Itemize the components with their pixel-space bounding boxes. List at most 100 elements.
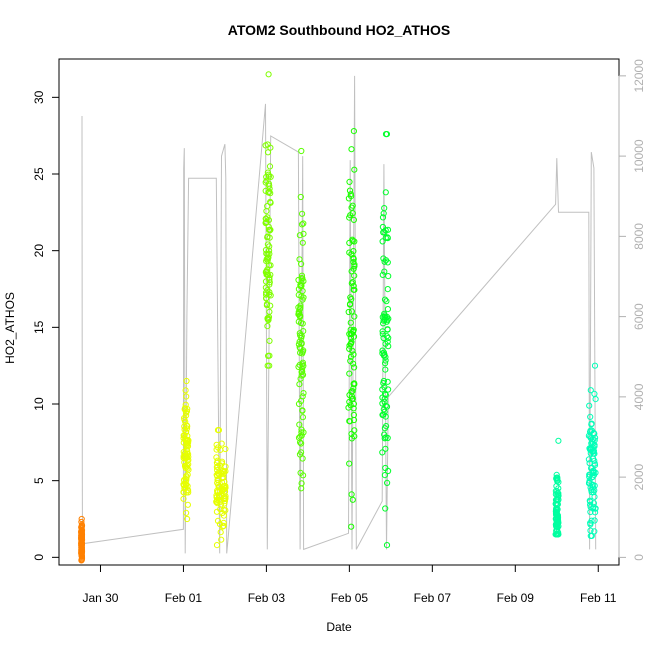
data-point	[221, 478, 228, 485]
data-point	[554, 477, 561, 484]
data-point	[295, 311, 302, 318]
data-point	[346, 187, 354, 194]
y-axis-label: HO2_ATHOS	[3, 292, 17, 364]
data-point	[298, 272, 306, 279]
data-point	[384, 259, 391, 266]
data-point	[265, 316, 272, 324]
data-point	[213, 471, 220, 478]
data-point	[384, 479, 391, 486]
data-point	[183, 509, 190, 517]
data-point	[554, 517, 561, 524]
data-point	[266, 182, 273, 189]
chart-title: ATOM2 Southbound HO2_ATHOS	[228, 22, 450, 38]
data-point	[555, 485, 562, 492]
data-point	[351, 272, 358, 279]
data-point	[384, 317, 391, 324]
data-point	[587, 387, 594, 394]
data-point	[586, 402, 593, 409]
data-point	[213, 464, 220, 471]
left-axis-tick-label: 20	[32, 244, 46, 258]
scatter-series-1	[78, 515, 86, 564]
data-point	[553, 506, 560, 513]
data-point	[585, 480, 593, 487]
data-point	[266, 362, 273, 369]
data-point	[265, 255, 272, 262]
data-point	[379, 328, 386, 335]
right-axis-tick-label: 2000	[632, 463, 646, 490]
data-point	[299, 239, 306, 246]
data-point	[213, 492, 220, 499]
data-point	[298, 440, 305, 447]
data-point	[220, 519, 227, 527]
data-point	[264, 149, 272, 156]
data-point	[295, 318, 302, 325]
data-point	[182, 436, 189, 444]
right-axis-tick-label: 8000	[632, 223, 646, 250]
data-point	[266, 337, 273, 344]
data-point	[266, 250, 273, 257]
right-axis: 0 2000 4000 6000 8000 10000 12000	[618, 59, 646, 561]
data-point	[351, 380, 358, 387]
data-point	[382, 505, 389, 512]
data-point	[350, 333, 358, 340]
data-point	[265, 262, 273, 269]
data-point	[587, 428, 594, 435]
data-point	[379, 411, 386, 418]
data-point	[184, 501, 191, 508]
bottom-axis-tick-label: Feb 01	[165, 591, 203, 605]
data-point	[587, 413, 594, 420]
data-point	[183, 450, 191, 457]
data-point	[379, 386, 386, 393]
scatter-series-4	[262, 71, 274, 369]
data-point	[183, 377, 190, 385]
data-point	[180, 435, 187, 442]
data-point	[267, 302, 274, 309]
data-point	[217, 529, 224, 536]
data-point	[382, 366, 389, 373]
data-point	[350, 411, 357, 419]
data-point	[553, 510, 561, 518]
data-point	[383, 403, 391, 410]
data-point	[78, 525, 85, 532]
data-point	[591, 493, 598, 500]
data-point	[214, 457, 221, 464]
data-point	[262, 269, 269, 276]
data-point	[296, 421, 303, 428]
data-point	[347, 402, 354, 409]
data-point	[221, 496, 228, 503]
data-point	[350, 380, 357, 388]
left-axis-tick-label: 25	[32, 167, 46, 181]
data-point	[592, 505, 599, 512]
data-point	[351, 364, 358, 371]
data-point	[181, 405, 189, 412]
data-point	[298, 429, 305, 436]
data-point	[297, 332, 304, 339]
data-point	[383, 333, 390, 340]
data-point	[295, 434, 303, 441]
data-point	[587, 521, 594, 528]
data-point	[591, 528, 598, 535]
data-point	[348, 146, 355, 153]
data-point	[215, 427, 222, 434]
left-axis-tick-label: 5	[32, 477, 46, 484]
data-point	[586, 445, 593, 452]
data-point	[297, 193, 304, 201]
scatter-series-6	[345, 128, 358, 530]
data-point	[299, 414, 306, 421]
data-point	[264, 234, 271, 241]
data-point	[78, 537, 86, 544]
data-point	[382, 227, 389, 234]
data-point	[346, 330, 353, 338]
data-point	[180, 495, 187, 502]
right-axis-tick-label: 10000	[632, 139, 646, 173]
data-point	[296, 232, 303, 239]
data-point	[180, 481, 187, 488]
data-point	[591, 362, 599, 369]
data-point	[348, 308, 355, 315]
data-point	[382, 189, 389, 196]
data-point	[350, 265, 357, 272]
data-point	[382, 131, 390, 138]
data-point	[382, 360, 389, 367]
data-point	[300, 294, 307, 301]
data-point	[347, 212, 354, 219]
